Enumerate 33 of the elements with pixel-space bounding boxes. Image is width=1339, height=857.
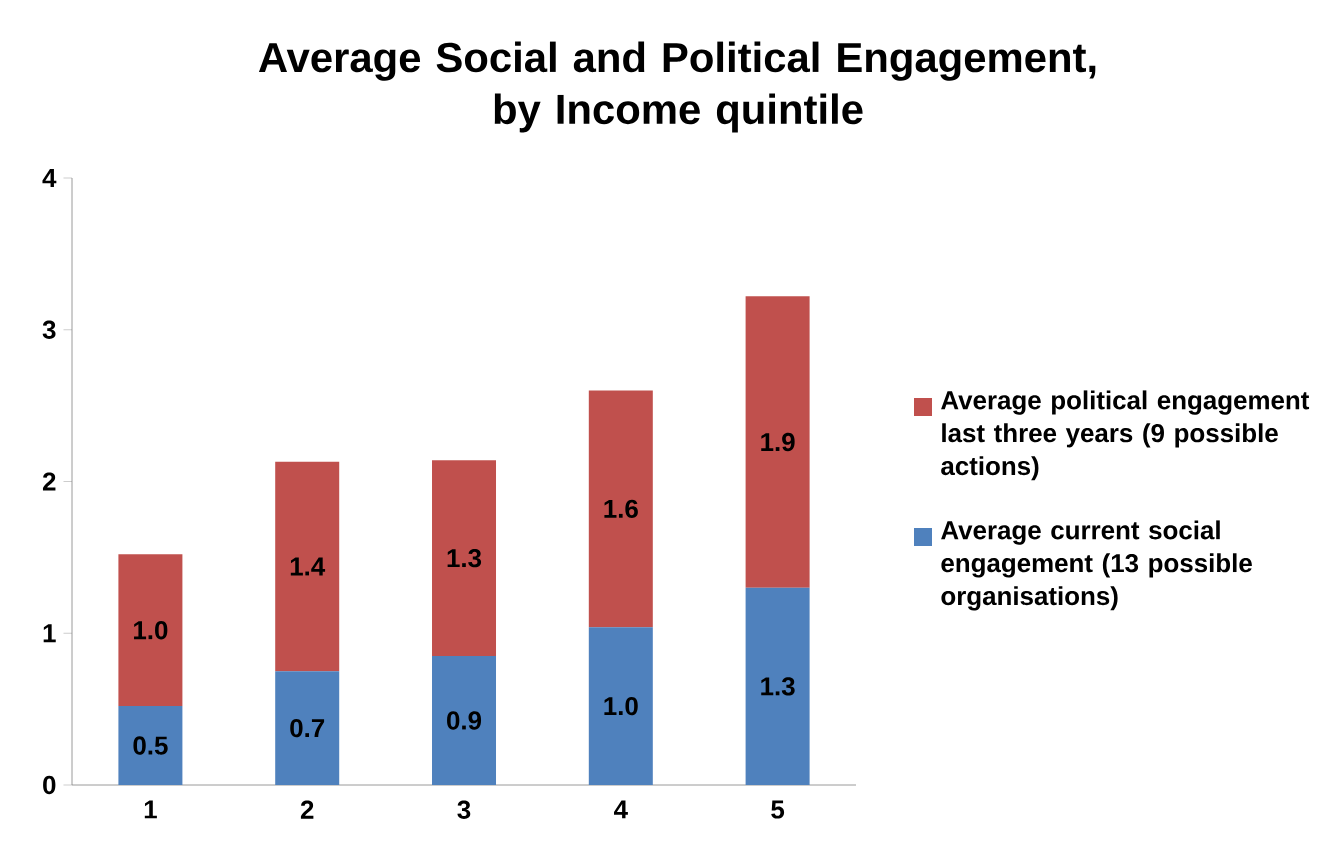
bar — [118, 706, 183, 785]
x-tick-label: 5 — [771, 800, 785, 819]
bar — [118, 554, 183, 707]
bar — [432, 656, 497, 785]
bar — [432, 460, 497, 657]
y-tick-label: 3 — [42, 320, 56, 339]
legend-label: Average political engagement last three years (9 possible actions) — [941, 390, 1310, 481]
data-label: 1.4 — [290, 557, 326, 576]
legend-label: Average current social engagement (13 possible organisations) — [941, 520, 1252, 611]
data-label: 1.3 — [761, 677, 795, 696]
x-tick-label: 2 — [300, 800, 314, 819]
chart-title: Average Social and Political Engagement, by Income quintile — [258, 41, 1096, 133]
bar — [275, 671, 340, 785]
y-tick-label: 0 — [43, 775, 56, 795]
x-tick-label: 4 — [614, 800, 628, 819]
data-label: 1.6 — [604, 499, 638, 518]
data-label: 0.7 — [290, 718, 325, 738]
data-label: 0.9 — [447, 711, 482, 730]
bar — [588, 627, 653, 785]
x-tick-label: 1 — [144, 800, 157, 819]
data-label: 1.9 — [761, 432, 795, 452]
x-tick-label: 3 — [457, 800, 471, 819]
data-label: 1.3 — [447, 548, 482, 568]
y-tick-label: 2 — [42, 472, 56, 491]
data-label: 1.0 — [134, 621, 168, 640]
bar — [275, 461, 340, 672]
data-label: 0.5 — [133, 736, 168, 755]
bar — [745, 587, 810, 785]
bar — [745, 296, 810, 588]
data-label: 1.0 — [604, 696, 638, 716]
y-tick-label: 4 — [42, 169, 57, 187]
y-tick-label: 1 — [43, 624, 56, 643]
bar — [588, 390, 653, 628]
